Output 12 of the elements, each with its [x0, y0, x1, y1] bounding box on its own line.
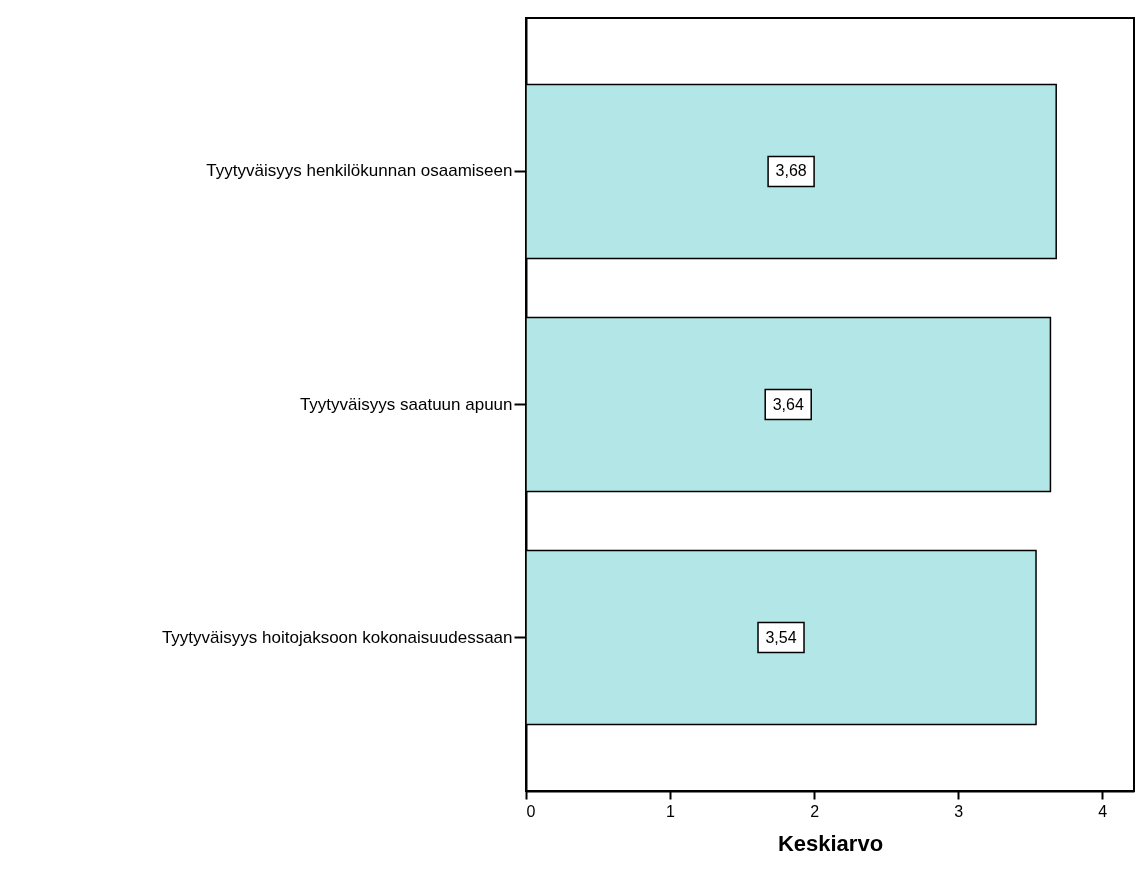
x-tick-label: 3 — [954, 802, 964, 820]
data-label: 3,68 — [775, 162, 807, 180]
x-axis-title: Keskiarvo — [777, 830, 884, 856]
x-tick-label: 0 — [526, 802, 536, 820]
x-tick-label: 4 — [1098, 802, 1108, 820]
x-tick-label: 1 — [666, 802, 676, 820]
y-tick-label: Tyytyväisyys henkilökunnan osaamiseen — [206, 161, 513, 181]
x-tick-label: 2 — [810, 802, 820, 820]
y-tick-label: Tyytyväisyys hoitojaksoon kokonaisuudessaan — [161, 627, 513, 647]
data-label: 3,64 — [772, 395, 804, 413]
data-label: 3,54 — [765, 628, 797, 646]
y-tick-label: Tyytyväisyys saatuun apuun — [299, 394, 513, 414]
